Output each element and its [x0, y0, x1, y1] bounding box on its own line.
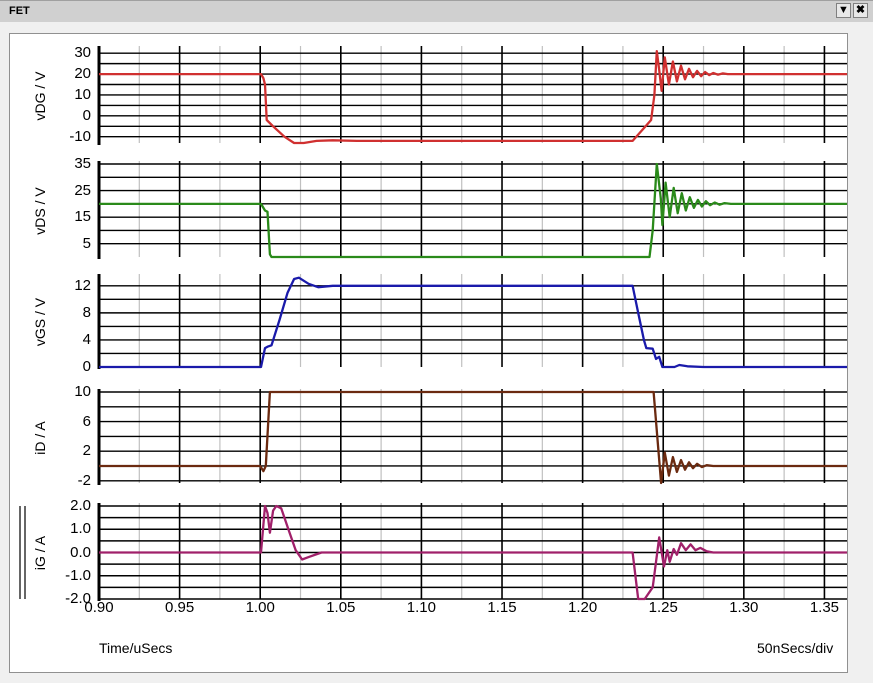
- vDG-y-tick-label: 0: [82, 106, 91, 124]
- x-tick-label: 1.25: [648, 599, 678, 616]
- x-axis-label: Time/uSecs: [99, 640, 173, 656]
- trace-vDS: [99, 162, 847, 259]
- vDS-y-tick-label: 35: [74, 155, 91, 172]
- trace-vGS: [99, 276, 847, 369]
- dropdown-triangle-icon[interactable]: ▼: [836, 3, 851, 18]
- title-bar: FET ▼ ✖: [0, 0, 873, 22]
- iG-y-tick-label: 0.0: [70, 543, 91, 561]
- iG-y-tick-label: -1.0: [65, 566, 91, 584]
- x-tick-label: 1.15: [487, 599, 517, 616]
- iD-y-tick-label: 6: [82, 412, 91, 430]
- vDG-y-tick-label: -10: [69, 127, 91, 145]
- window-title: FET: [9, 5, 30, 17]
- vDG-y-tick-label: 20: [74, 65, 91, 83]
- x-tick-label: 0.95: [164, 599, 195, 616]
- vDS-y-tick-label: 15: [74, 208, 91, 226]
- vDG-y-tick-label: 10: [74, 85, 91, 103]
- iG-y-tick-label: 2.0: [70, 497, 91, 514]
- vDS-y-tick-label: 5: [82, 234, 91, 252]
- y-axis-label: iG / A: [32, 535, 48, 570]
- vGS-y-tick-label: 8: [82, 303, 91, 321]
- trace-iD: [99, 390, 847, 485]
- iD-y-tick-label: -2: [77, 471, 91, 489]
- x-tick-label: 0.90: [84, 599, 114, 616]
- trace-vDG: [99, 49, 847, 145]
- x-tick-label: 1.10: [406, 599, 436, 616]
- x-tick-label: 1.20: [568, 599, 598, 616]
- iG-y-tick-label: 1.0: [70, 520, 91, 538]
- trace-iG: [99, 504, 847, 601]
- y-axis-label: vDG / V: [32, 71, 48, 121]
- y-axis-label: vGS / V: [32, 297, 48, 347]
- vGS-y-tick-label: 12: [74, 276, 91, 294]
- vGS-y-tick-label: 4: [82, 330, 91, 348]
- iD-y-tick-label: 2: [82, 442, 91, 460]
- iD-y-tick-label: 10: [74, 383, 91, 400]
- iG-y-tick-label: -2.0: [65, 590, 91, 607]
- time-scale-label: 50nSecs/div: [757, 640, 834, 656]
- y-axis-label: iD / A: [32, 420, 48, 455]
- x-tick-label: 1.00: [245, 599, 275, 616]
- vDS-y-tick-label: 25: [74, 181, 91, 199]
- x-tick-label: 1.35: [809, 599, 840, 616]
- vGS-y-tick-label: 0: [82, 358, 91, 375]
- x-tick-label: 1.30: [729, 599, 759, 616]
- y-axis-label: vDS / V: [32, 186, 48, 235]
- x-tick-label: 1.05: [326, 599, 356, 616]
- vDG-y-tick-label: 30: [74, 44, 91, 62]
- close-x-icon[interactable]: ✖: [853, 3, 868, 18]
